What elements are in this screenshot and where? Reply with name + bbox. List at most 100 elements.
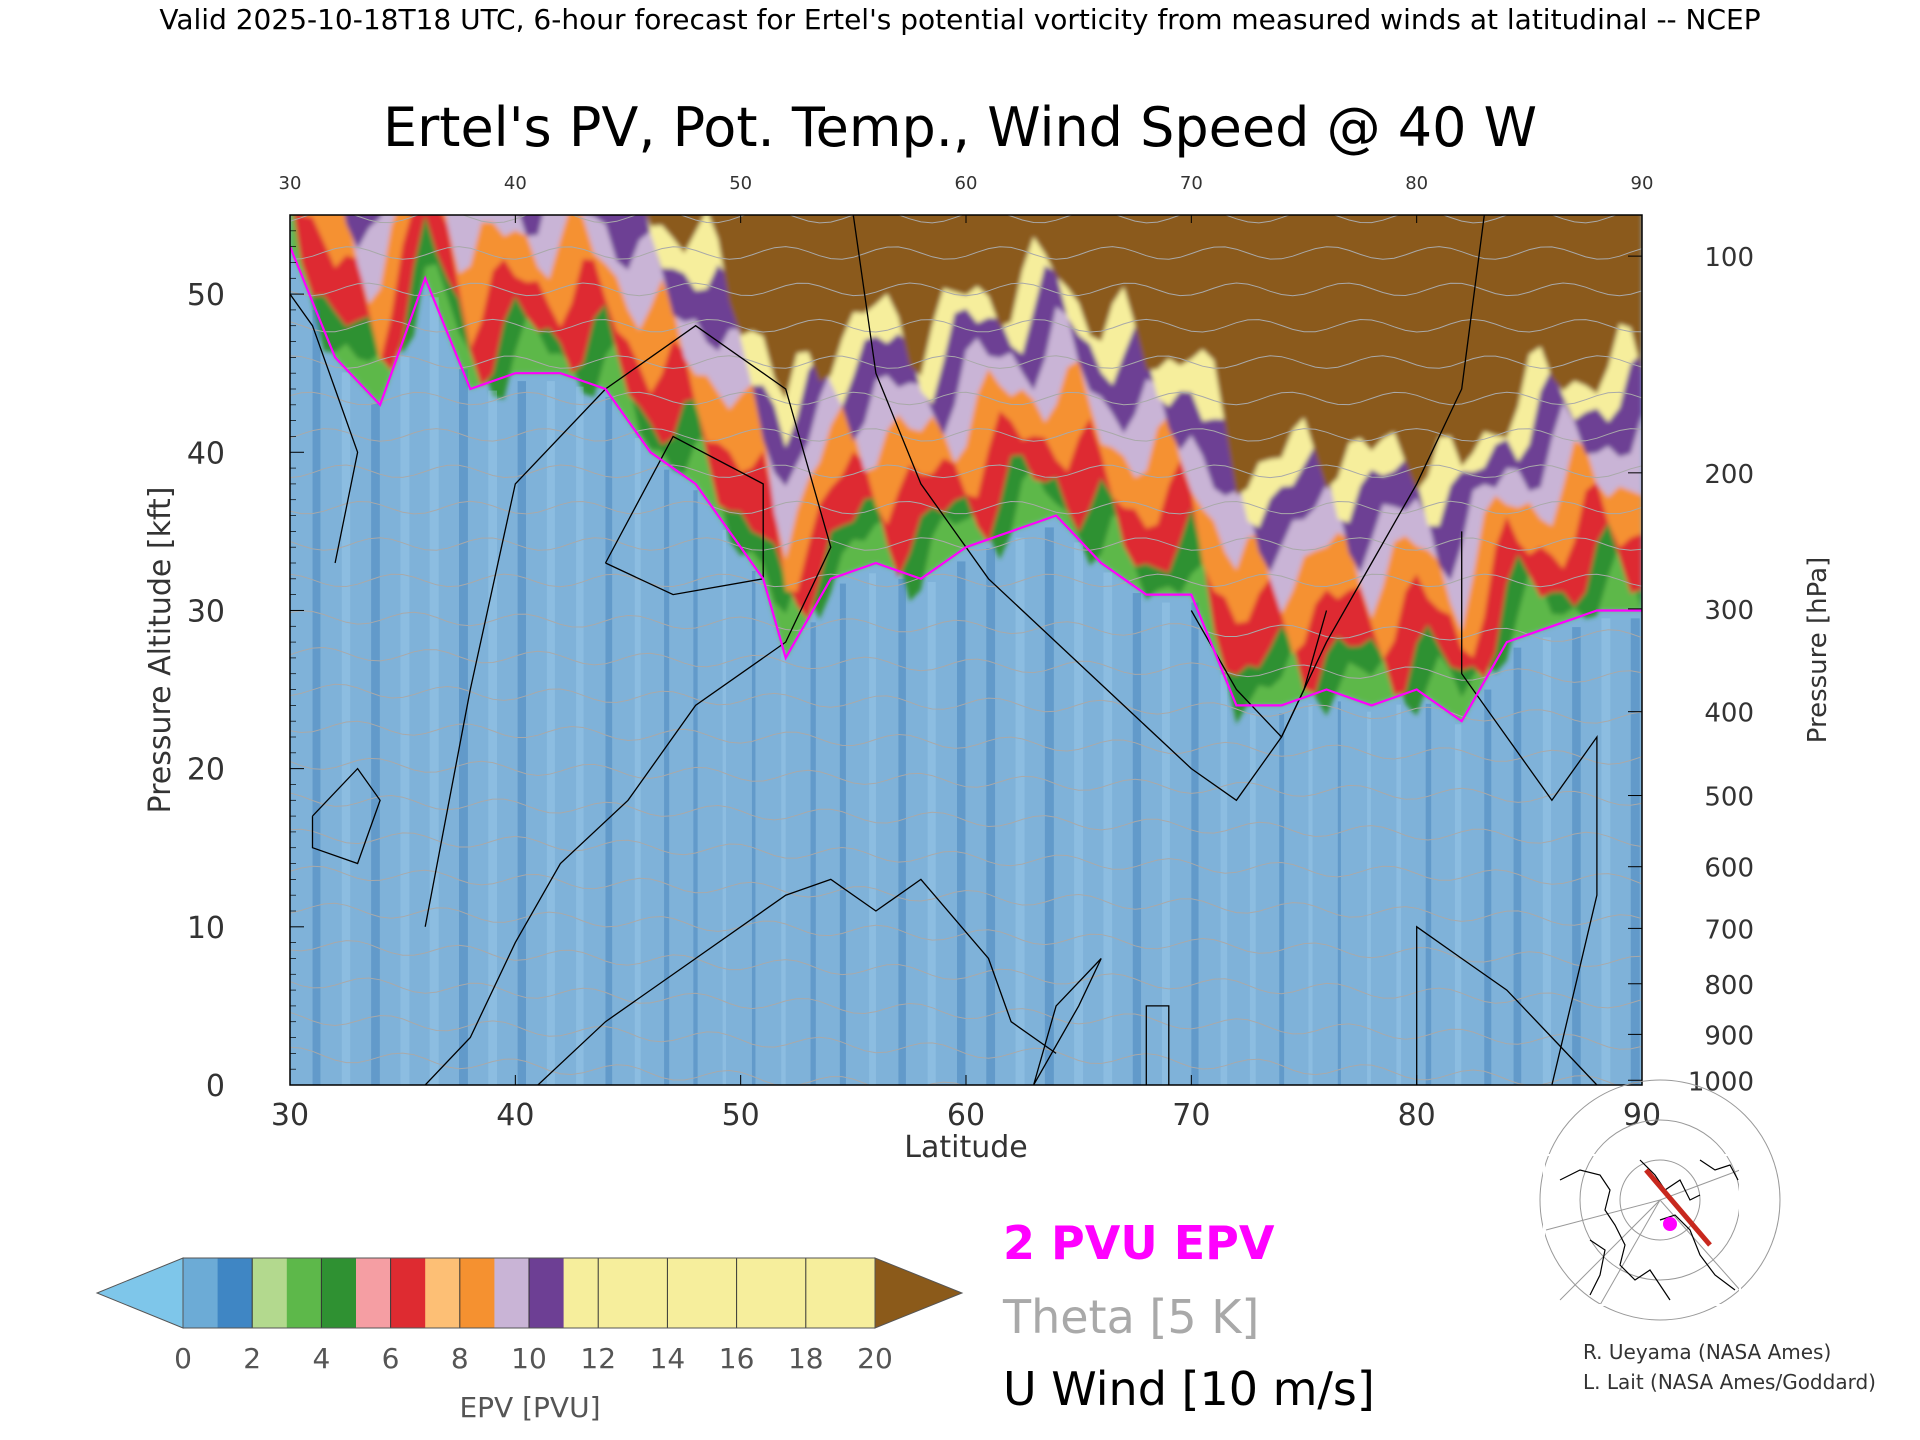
legend: 2 PVU EPV Theta [5 K] U Wind [10 m/s] xyxy=(1002,1216,1375,1416)
pressure-tick-label: 900 xyxy=(1704,1021,1754,1051)
epv-column xyxy=(1337,701,1341,1085)
colorbar-segment xyxy=(598,1258,634,1328)
y-tick-label: 40 xyxy=(187,436,225,471)
y-tick-label: 50 xyxy=(187,278,225,313)
epv-column xyxy=(1367,711,1371,1085)
u-wind-contour xyxy=(424,324,832,1085)
epv-column xyxy=(1630,618,1640,1085)
epv-column xyxy=(1542,637,1552,1085)
colorbar-tick-label: 4 xyxy=(312,1342,330,1375)
pressure-tick-label: 400 xyxy=(1704,699,1754,729)
u-wind-contours xyxy=(290,215,1598,1085)
theta-contour xyxy=(290,391,1642,406)
y-tick-label: 30 xyxy=(187,594,225,629)
colorbar-frame xyxy=(182,1257,876,1329)
colorbar-tick-label: 14 xyxy=(650,1342,686,1375)
axes: 3030404050506060707080809090010203040501… xyxy=(187,173,1754,1133)
epv-column xyxy=(634,438,641,1085)
epv-column xyxy=(927,581,936,1085)
colorbar-segment xyxy=(563,1258,599,1328)
epv-column xyxy=(898,578,906,1085)
colorbar-segment xyxy=(771,1258,807,1328)
colorbar-tick-label: 20 xyxy=(857,1342,893,1375)
theta-contour xyxy=(290,646,1642,683)
y-tick-label: 20 xyxy=(187,753,225,788)
legend-theta: Theta [5 K] xyxy=(1002,1290,1259,1344)
x-tick-label: 30 xyxy=(271,1098,309,1133)
epv-column xyxy=(956,561,966,1085)
colorbar-tick-label: 2 xyxy=(243,1342,261,1375)
colorbar-segment xyxy=(667,1258,703,1328)
y2-axis-label: Pressure [hPa] xyxy=(1803,557,1833,744)
x-tick-label: 40 xyxy=(496,1098,534,1133)
u-wind-contour xyxy=(311,767,381,865)
colorbar-segment xyxy=(529,1258,565,1328)
x-tick-label: 70 xyxy=(1172,1098,1210,1133)
y-tick-label: 0 xyxy=(206,1069,225,1104)
x-tick-label: 90 xyxy=(1623,1098,1661,1133)
colorbar-high-triangle xyxy=(874,1257,964,1329)
epv-column xyxy=(1484,689,1492,1085)
y-axis-label: Pressure Altitude [kft] xyxy=(143,487,178,814)
credit-line-1: R. Ueyama (NASA Ames) xyxy=(1583,1340,1831,1364)
colorbar-tick-label: 10 xyxy=(511,1342,547,1375)
epv-column xyxy=(1132,593,1142,1085)
epv-column xyxy=(1191,602,1199,1085)
theta-contour xyxy=(290,355,1642,369)
epv-column xyxy=(546,381,555,1085)
colorbar-segment xyxy=(702,1258,738,1328)
theta-contour xyxy=(290,683,1642,724)
epv-2pvu-line xyxy=(290,246,1642,723)
epv-column xyxy=(751,570,756,1085)
colorbar-segment xyxy=(217,1258,253,1328)
epv-bands xyxy=(290,215,1642,725)
x-tick-label: 80 xyxy=(1398,1098,1436,1133)
epv-column xyxy=(1015,537,1025,1085)
x-tick-label-top: 90 xyxy=(1631,173,1654,194)
theta-contour xyxy=(290,537,1642,551)
theta-contour xyxy=(290,500,1642,515)
epv-column xyxy=(693,490,698,1085)
theta-contour xyxy=(290,464,1642,479)
epv-column xyxy=(1249,713,1256,1085)
header-text: Valid 2025-10-18T18 UTC, 6-hour forecast… xyxy=(159,3,1760,36)
epv-column xyxy=(722,529,727,1085)
x-tick-label: 50 xyxy=(722,1098,760,1133)
u-wind-contour xyxy=(1190,610,1328,739)
theta-contour xyxy=(290,865,1642,926)
colorbar-tick-label: 6 xyxy=(382,1342,400,1375)
colorbar-segment xyxy=(632,1258,668,1328)
colorbar-segment xyxy=(321,1258,357,1328)
colorbar-tick-label: 8 xyxy=(451,1342,469,1375)
chart-title: Ertel's PV, Pot. Temp., Wind Speed @ 40 … xyxy=(383,96,1537,159)
colorbar-tick-label: 16 xyxy=(719,1342,755,1375)
theta-contour xyxy=(290,428,1642,442)
pressure-tick-label: 800 xyxy=(1704,971,1754,1001)
pressure-tick-label: 200 xyxy=(1704,460,1754,490)
inset-marker xyxy=(1663,1217,1677,1231)
colorbar-segment xyxy=(840,1258,876,1328)
theta-contour xyxy=(290,573,1642,588)
x-tick-label-top: 60 xyxy=(955,173,978,194)
epv-column xyxy=(1572,627,1581,1085)
pressure-tick-label: 100 xyxy=(1704,243,1754,273)
colorbar-segment xyxy=(425,1258,461,1328)
colorbar-segment xyxy=(286,1258,322,1328)
u-wind-contour xyxy=(290,293,359,564)
epv-column xyxy=(1220,674,1228,1085)
colorbar-tick-label: 12 xyxy=(580,1342,616,1375)
colorbar-tick-label: 18 xyxy=(788,1342,824,1375)
pressure-tick-label: 500 xyxy=(1704,783,1754,813)
u-wind-contour xyxy=(537,878,1057,1085)
credit-line-2: L. Lait (NASA Ames/Goddard) xyxy=(1583,1370,1876,1394)
epv-column xyxy=(839,583,846,1085)
epv-column xyxy=(1308,703,1313,1085)
x-tick-label-top: 80 xyxy=(1405,173,1428,194)
epv-band xyxy=(646,215,1642,496)
u-wind-contour xyxy=(1032,958,1102,1085)
pressure-tick-label: 700 xyxy=(1704,915,1754,945)
colorbar-label: EPV [PVU] xyxy=(459,1391,600,1424)
colorbar-segment xyxy=(494,1258,530,1328)
u-wind-contour xyxy=(1416,925,1598,1085)
